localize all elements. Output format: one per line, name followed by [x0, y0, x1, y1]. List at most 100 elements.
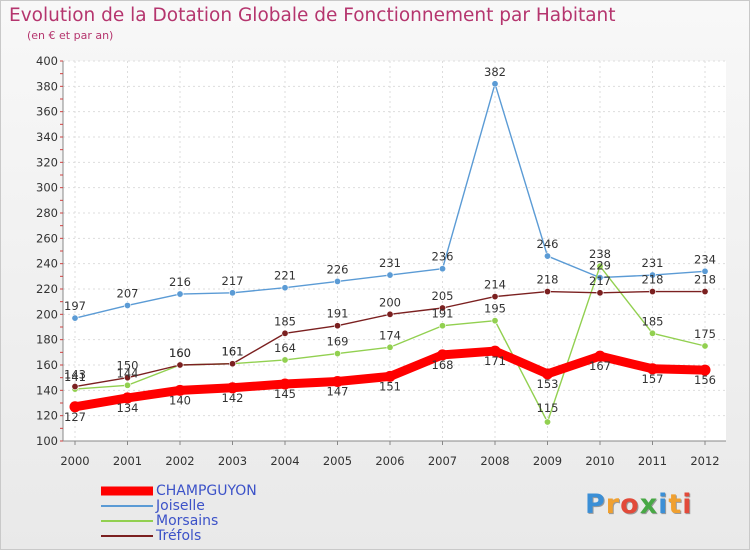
legend-swatch-joiselle	[101, 505, 153, 507]
data-point	[122, 392, 133, 404]
data-label: 127	[64, 410, 86, 424]
data-point	[229, 360, 237, 368]
legend-label-joiselle: Joiselle	[156, 498, 205, 514]
legend-swatch-morsains	[101, 520, 153, 522]
data-label: 145	[274, 387, 296, 401]
data-label: 185	[642, 314, 664, 328]
data-label: 236	[432, 250, 454, 264]
x-tick-label: 2005	[323, 454, 352, 468]
logo-letter: o	[620, 489, 640, 520]
data-point	[489, 345, 501, 357]
y-tick-label: 220	[36, 282, 58, 296]
chart-subtitle: (en € et par an)	[27, 29, 114, 42]
data-label: 144	[117, 366, 139, 380]
data-point	[438, 322, 446, 330]
x-tick-label: 2001	[113, 454, 142, 468]
data-point	[69, 401, 81, 413]
x-tick-label: 2008	[480, 454, 509, 468]
data-point	[491, 317, 499, 325]
data-point	[386, 310, 394, 318]
data-point	[71, 314, 79, 322]
data-label: 161	[222, 345, 244, 359]
data-point	[701, 342, 709, 350]
data-label: 185	[274, 314, 296, 328]
data-point	[229, 289, 237, 297]
axes: 100 120 140 160 180 200 220 240 260 280 300 320 340 3…	[36, 54, 726, 468]
data-label: 174	[379, 328, 401, 342]
data-label: 197	[64, 299, 86, 313]
data-label: 200	[379, 295, 401, 309]
data-label: 147	[327, 384, 349, 398]
x-tick-label: 2002	[165, 454, 194, 468]
y-tick-label: 340	[36, 130, 58, 144]
data-label: 141	[64, 370, 86, 384]
legend-label-trefols: Tréfols	[156, 528, 202, 544]
data-label: 169	[327, 335, 349, 349]
data-point	[333, 277, 341, 285]
data-label: 234	[694, 252, 716, 266]
data-label: 191	[432, 307, 454, 321]
data-point	[437, 349, 448, 361]
y-tick-label: 120	[36, 409, 58, 423]
y-tick-label: 300	[36, 181, 58, 195]
y-tick-label: 180	[36, 333, 58, 347]
data-label: 231	[642, 256, 664, 270]
y-tick-label: 280	[36, 206, 58, 220]
data-labels: 127 134 140 142 145 147 151 168 171 153 167 157 156 1…	[64, 65, 716, 424]
y-tick-label: 400	[36, 54, 58, 68]
data-label: 167	[589, 359, 611, 373]
data-point	[176, 290, 184, 298]
x-tick-label: 2010	[585, 454, 614, 468]
y-tick-label: 260	[36, 231, 58, 245]
y-tick-label: 320	[36, 155, 58, 169]
data-point	[332, 375, 343, 387]
series-layer	[69, 80, 711, 426]
y-tick-label: 160	[36, 358, 58, 372]
data-label: 164	[274, 341, 296, 355]
data-label: 246	[537, 237, 559, 251]
legend-swatch-champguyon	[101, 486, 153, 496]
data-label: 151	[379, 379, 401, 393]
data-point	[542, 368, 553, 380]
logo-letter: P	[585, 489, 606, 520]
data-label: 207	[117, 286, 139, 300]
data-label: 142	[222, 391, 244, 405]
data-point	[176, 361, 184, 369]
data-point	[543, 288, 551, 296]
data-label: 157	[642, 372, 664, 386]
data-point	[124, 374, 132, 382]
data-label: 229	[589, 259, 611, 273]
y-tick-label: 380	[36, 79, 58, 93]
legend-label-morsains: Morsains	[156, 513, 219, 529]
data-point	[648, 288, 656, 296]
data-point	[281, 284, 289, 292]
data-label: 143	[64, 368, 86, 382]
x-tick-label: 2006	[375, 454, 404, 468]
y-tick-label: 140	[36, 383, 58, 397]
y-tick-label: 100	[36, 434, 58, 448]
data-point	[701, 288, 709, 296]
data-label: 161	[222, 345, 244, 359]
data-label: 171	[484, 354, 506, 368]
data-point	[647, 363, 658, 375]
data-point	[386, 343, 394, 351]
data-label: 218	[694, 273, 716, 287]
data-label: 195	[484, 302, 506, 316]
x-tick-label: 2004	[270, 454, 299, 468]
data-label: 134	[117, 401, 139, 415]
data-point	[438, 265, 446, 273]
data-label: 160	[169, 346, 191, 360]
data-label: 217	[589, 274, 611, 288]
data-point	[281, 329, 289, 337]
data-point	[279, 378, 291, 390]
data-point	[491, 293, 499, 301]
x-tick-label: 2000	[60, 454, 89, 468]
y-tick-label: 200	[36, 307, 58, 321]
legend-swatch-trefols	[101, 535, 153, 537]
logo-letter: x	[639, 489, 659, 520]
data-label: 205	[432, 289, 454, 303]
data-label: 214	[484, 278, 506, 292]
data-point	[594, 350, 606, 362]
